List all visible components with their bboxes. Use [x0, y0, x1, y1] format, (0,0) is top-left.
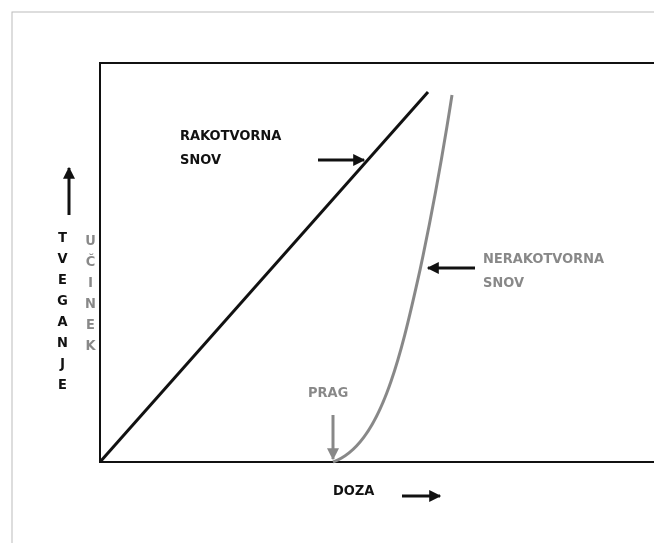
y-axis-effect-label: UČINEK [83, 234, 98, 360]
non-carcinogen-label: NERAKOTVORNA [483, 252, 604, 267]
y-axis-risk-label: TVEGANJE [55, 231, 70, 399]
non-carcinogen-curve [332, 94, 454, 464]
plot-box [99, 62, 654, 463]
carcinogen-label: SNOV [180, 153, 221, 168]
x-axis-label: DOZA [333, 484, 374, 499]
carcinogen-line [98, 91, 430, 463]
frame [11, 11, 654, 543]
carcinogen-label: RAKOTVORNA [180, 129, 281, 144]
non-carcinogen-label: SNOV [483, 276, 524, 291]
threshold-label: PRAG [308, 386, 348, 401]
